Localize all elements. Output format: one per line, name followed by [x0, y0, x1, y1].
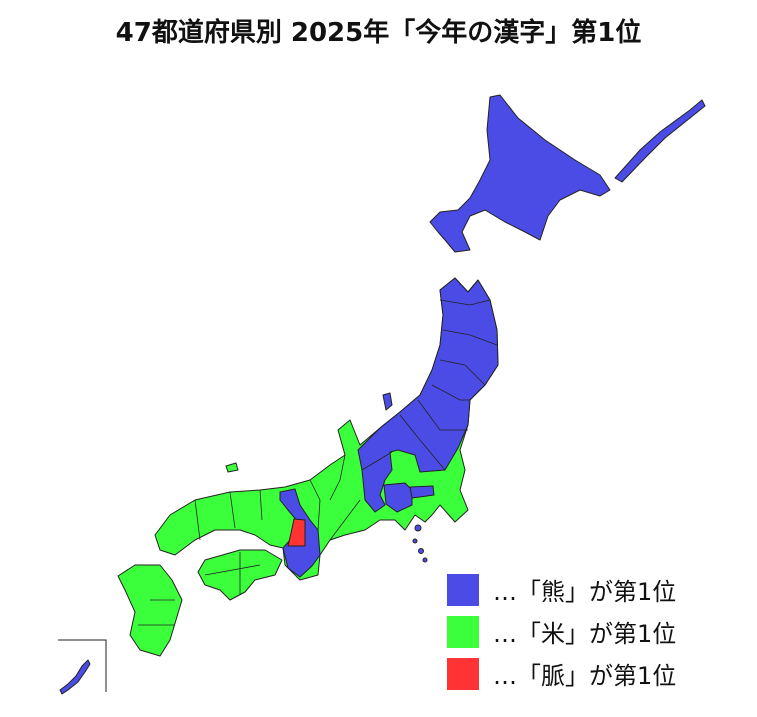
legend-swatch-kome — [447, 615, 479, 648]
region-yamanashi — [383, 482, 413, 513]
legend-item-myaku: …「脈」が第1位 — [447, 656, 676, 691]
region-hokkaido — [429, 94, 611, 253]
legend-label-myaku: …「脈」が第1位 — [493, 662, 677, 690]
region-tokyo — [409, 485, 435, 499]
map-title: 47都道府県別 2025年「今年の漢字」第1位 — [115, 18, 642, 48]
legend-label-kome: …「米」が第1位 — [493, 620, 677, 648]
legend-label-kuma: …「熊」が第1位 — [493, 578, 677, 606]
region-osaka — [287, 518, 306, 547]
region-tohoku-niigata-nagano — [357, 277, 499, 513]
region-izu-islands — [412, 524, 428, 563]
legend-swatch-kuma — [447, 573, 479, 606]
prefecture-borders — [138, 299, 498, 626]
legend-item-kuma: …「熊」が第1位 — [447, 572, 676, 607]
legend-swatch-myaku — [447, 657, 479, 690]
region-kuril-islands — [614, 99, 706, 183]
legend-item-kome: …「米」が第1位 — [447, 614, 676, 649]
region-oki — [225, 462, 239, 473]
region-okinawa — [59, 659, 91, 695]
okinawa-inset-frame — [58, 639, 107, 692]
region-kyushu — [117, 564, 183, 657]
region-sado — [382, 392, 393, 411]
